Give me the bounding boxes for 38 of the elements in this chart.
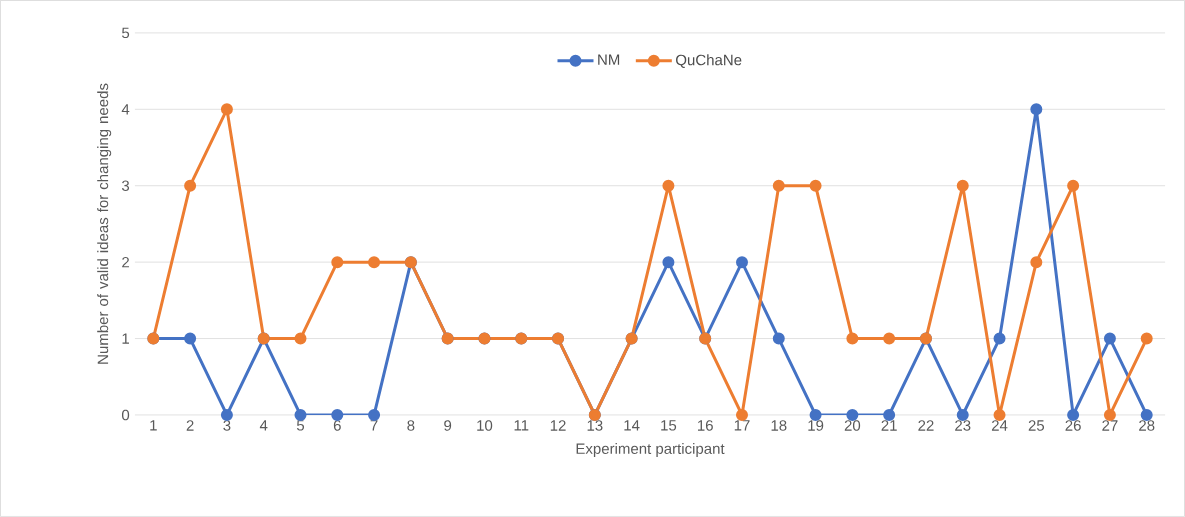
x-tick-label: 20 <box>844 420 861 431</box>
y-tick-label: 4 <box>121 104 130 115</box>
x-tick-label: 2 <box>186 420 194 431</box>
x-tick-label: 14 <box>624 420 640 431</box>
x-tick-label: 7 <box>370 420 378 431</box>
y-tick-label: 3 <box>121 180 130 192</box>
x-tick-label: 21 <box>881 420 897 431</box>
x-tick-label: 9 <box>444 420 452 431</box>
y-axis-title: Number of valid ideas for changing needs <box>97 83 112 364</box>
x-tick-label: 8 <box>407 420 415 431</box>
x-tick-label: 25 <box>1028 420 1045 431</box>
x-tick-label: 10 <box>477 420 493 431</box>
y-tick-label: 0 <box>121 409 130 421</box>
x-tick-label: 11 <box>514 420 529 431</box>
x-tick-label: 24 <box>991 420 1008 431</box>
x-tick-label: 1 <box>150 420 157 431</box>
legend-label: QuChaNe <box>676 54 742 69</box>
x-tick-label: 19 <box>808 420 824 431</box>
x-tick-label: 12 <box>550 420 566 431</box>
x-tick-label: 16 <box>698 420 713 431</box>
x-tick-label: 18 <box>771 420 787 431</box>
x-axis-title: Experiment participant <box>576 443 725 458</box>
x-tick-label: 3 <box>223 420 231 431</box>
x-tick-label: 23 <box>955 420 971 431</box>
y-tick-label: 5 <box>121 27 130 39</box>
x-tick-label: 22 <box>918 420 934 431</box>
y-tick-label: 2 <box>122 256 129 268</box>
x-tick-label: 6 <box>333 420 341 431</box>
x-tick-label: 28 <box>1139 420 1155 431</box>
x-tick-label: 13 <box>587 420 603 431</box>
x-tick-label: 15 <box>661 420 677 431</box>
x-tick-label: 5 <box>296 420 305 431</box>
x-tick-label: 17 <box>734 420 750 431</box>
x-tick-label: 27 <box>1102 420 1118 431</box>
y-tick-label: 1 <box>122 333 129 344</box>
x-tick-label: 26 <box>1065 420 1081 431</box>
legend-label: NM <box>598 54 620 65</box>
x-tick-label: 4 <box>259 420 268 431</box>
